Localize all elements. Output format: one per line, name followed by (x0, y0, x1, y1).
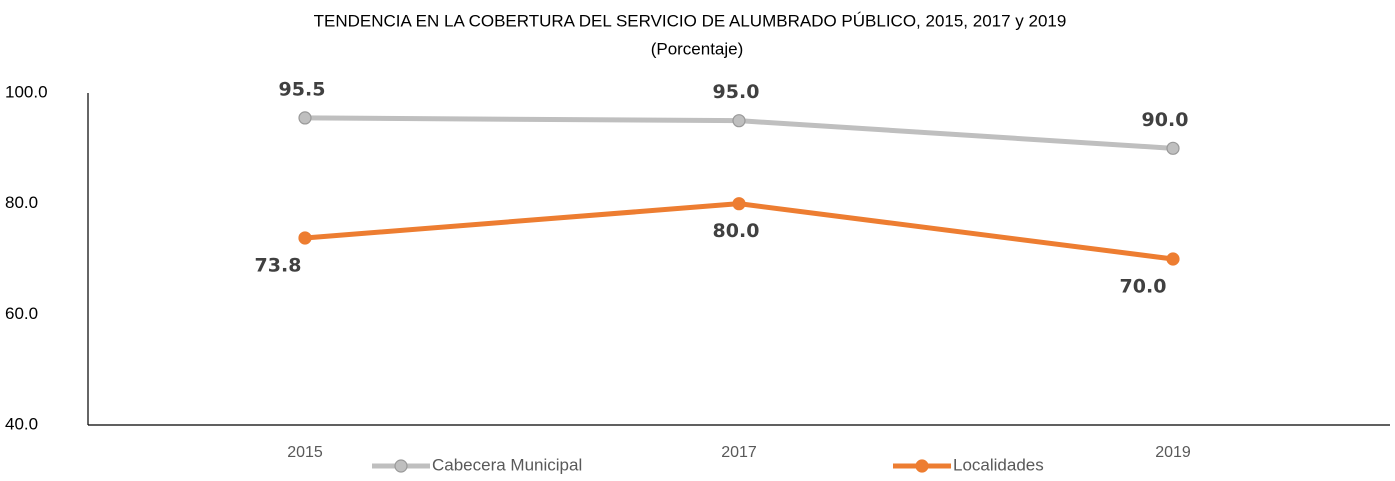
point (732, 197, 746, 211)
chart-subtitle: (Porcentaje) (651, 39, 744, 58)
data-label: 95.0 (713, 81, 760, 103)
y-tick-label: 60.0 (5, 304, 38, 323)
chart-title: TENDENCIA EN LA COBERTURA DEL SERVICIO D… (314, 11, 1067, 30)
point (298, 111, 312, 125)
x-tick-label: 2017 (721, 444, 757, 461)
legend-label: Cabecera Municipal (432, 455, 582, 474)
data-label: 95.5 (279, 78, 326, 100)
data-label: 90.0 (1142, 109, 1189, 131)
x-tick-label: 2019 (1155, 444, 1191, 461)
y-tick-label: 40.0 (5, 414, 38, 433)
x-tick-label: 2015 (287, 444, 323, 461)
point (298, 231, 312, 245)
y-tick-label: 80.0 (5, 193, 38, 212)
legend-marker (915, 459, 929, 473)
legend-marker (394, 459, 408, 473)
point (732, 114, 746, 128)
legend-label: Localidades (953, 455, 1044, 474)
data-label: 73.8 (255, 254, 302, 276)
y-tick-label: 100.0 (5, 82, 48, 101)
data-label: 80.0 (713, 220, 760, 242)
data-label: 70.0 (1120, 276, 1167, 298)
point (1166, 252, 1180, 266)
point (1166, 141, 1180, 155)
